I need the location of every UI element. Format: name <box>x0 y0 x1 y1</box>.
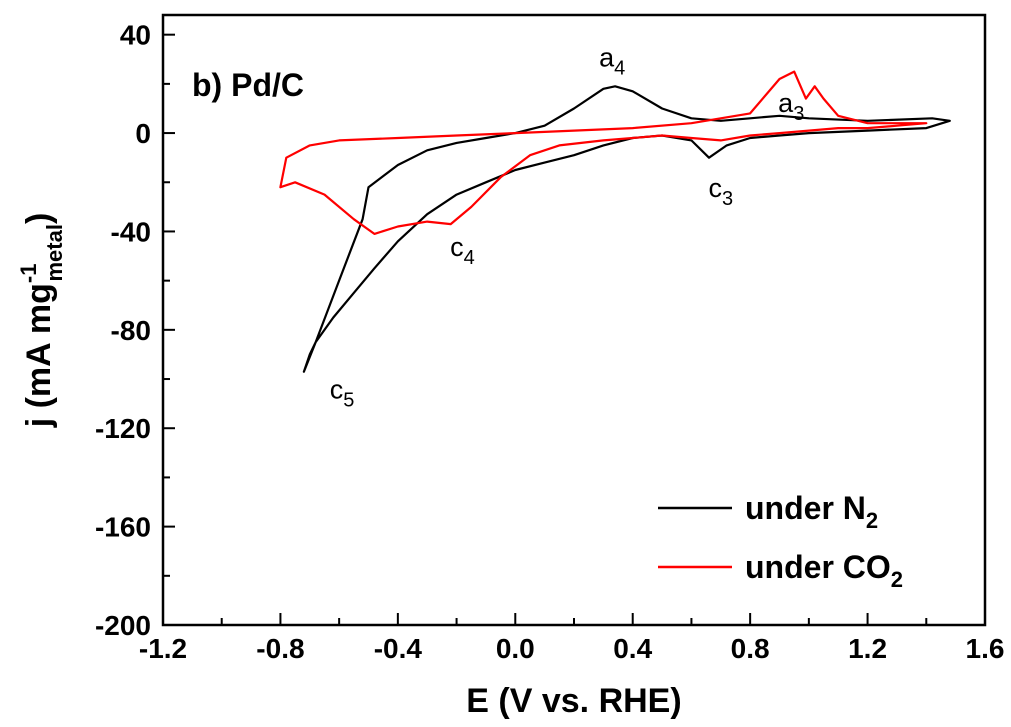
y-tick-label: -120 <box>95 413 151 444</box>
y-tick-label: 40 <box>120 20 151 51</box>
axis-ticks <box>162 33 986 626</box>
plot-frame <box>161 13 987 627</box>
peak-annotation: c3 <box>708 173 733 210</box>
legend: under N2 under CO2 <box>658 490 903 592</box>
y-axis-title-main: j (mA mg <box>20 283 58 428</box>
y-axis-title-close: ) <box>20 213 58 224</box>
series-line-n2 <box>302 85 951 373</box>
legend-label-co2-main: under CO <box>745 549 891 585</box>
series-line-co2 <box>279 70 928 235</box>
peak-annotation: c4 <box>450 232 475 269</box>
legend-label-n2-sub: 2 <box>866 508 878 533</box>
x-tick-label: 1.2 <box>848 633 887 664</box>
peak-annotation: a4 <box>599 43 625 80</box>
peak-annotation: a3 <box>778 88 804 125</box>
x-tick-label: -0.4 <box>374 633 423 664</box>
panel-label: b) Pd/C <box>192 67 304 103</box>
x-tick-label: 0.4 <box>613 633 652 664</box>
y-tick-label: -200 <box>95 610 151 641</box>
x-tick-label: 1.6 <box>966 633 1005 664</box>
peak-annotations: a4 a3 c3 c4 c5 <box>330 43 805 412</box>
peak-annotation: c5 <box>330 375 355 412</box>
y-axis-title: j (mA mg-1metal) <box>16 213 67 429</box>
x-tick-label: 0.0 <box>496 633 535 664</box>
y-tick-label: 0 <box>135 118 151 149</box>
plot-area <box>279 70 951 373</box>
legend-label-n2: under N2 <box>745 490 878 533</box>
series-layer <box>279 70 951 373</box>
y-axis-title-sup: -1 <box>16 264 41 284</box>
y-axis-title-sub: metal <box>42 224 67 281</box>
y-tick-label: -40 <box>111 216 151 247</box>
legend-label-n2-main: under N <box>745 490 866 526</box>
legend-label-co2-sub: 2 <box>891 567 903 592</box>
x-axis-title: E (V vs. RHE) <box>466 682 681 720</box>
x-tick-label: -0.8 <box>256 633 304 664</box>
y-tick-label: -160 <box>95 512 151 543</box>
y-tick-label: -80 <box>111 315 151 346</box>
x-tick-label: 0.8 <box>731 633 770 664</box>
x-tick-label: -1.2 <box>139 633 187 664</box>
legend-label-co2: under CO2 <box>745 549 903 592</box>
tick-labels: -1.2 -0.8 -0.4 0.0 0.4 0.8 1.2 1.6 -200 -160 -120 -… <box>95 20 1005 664</box>
